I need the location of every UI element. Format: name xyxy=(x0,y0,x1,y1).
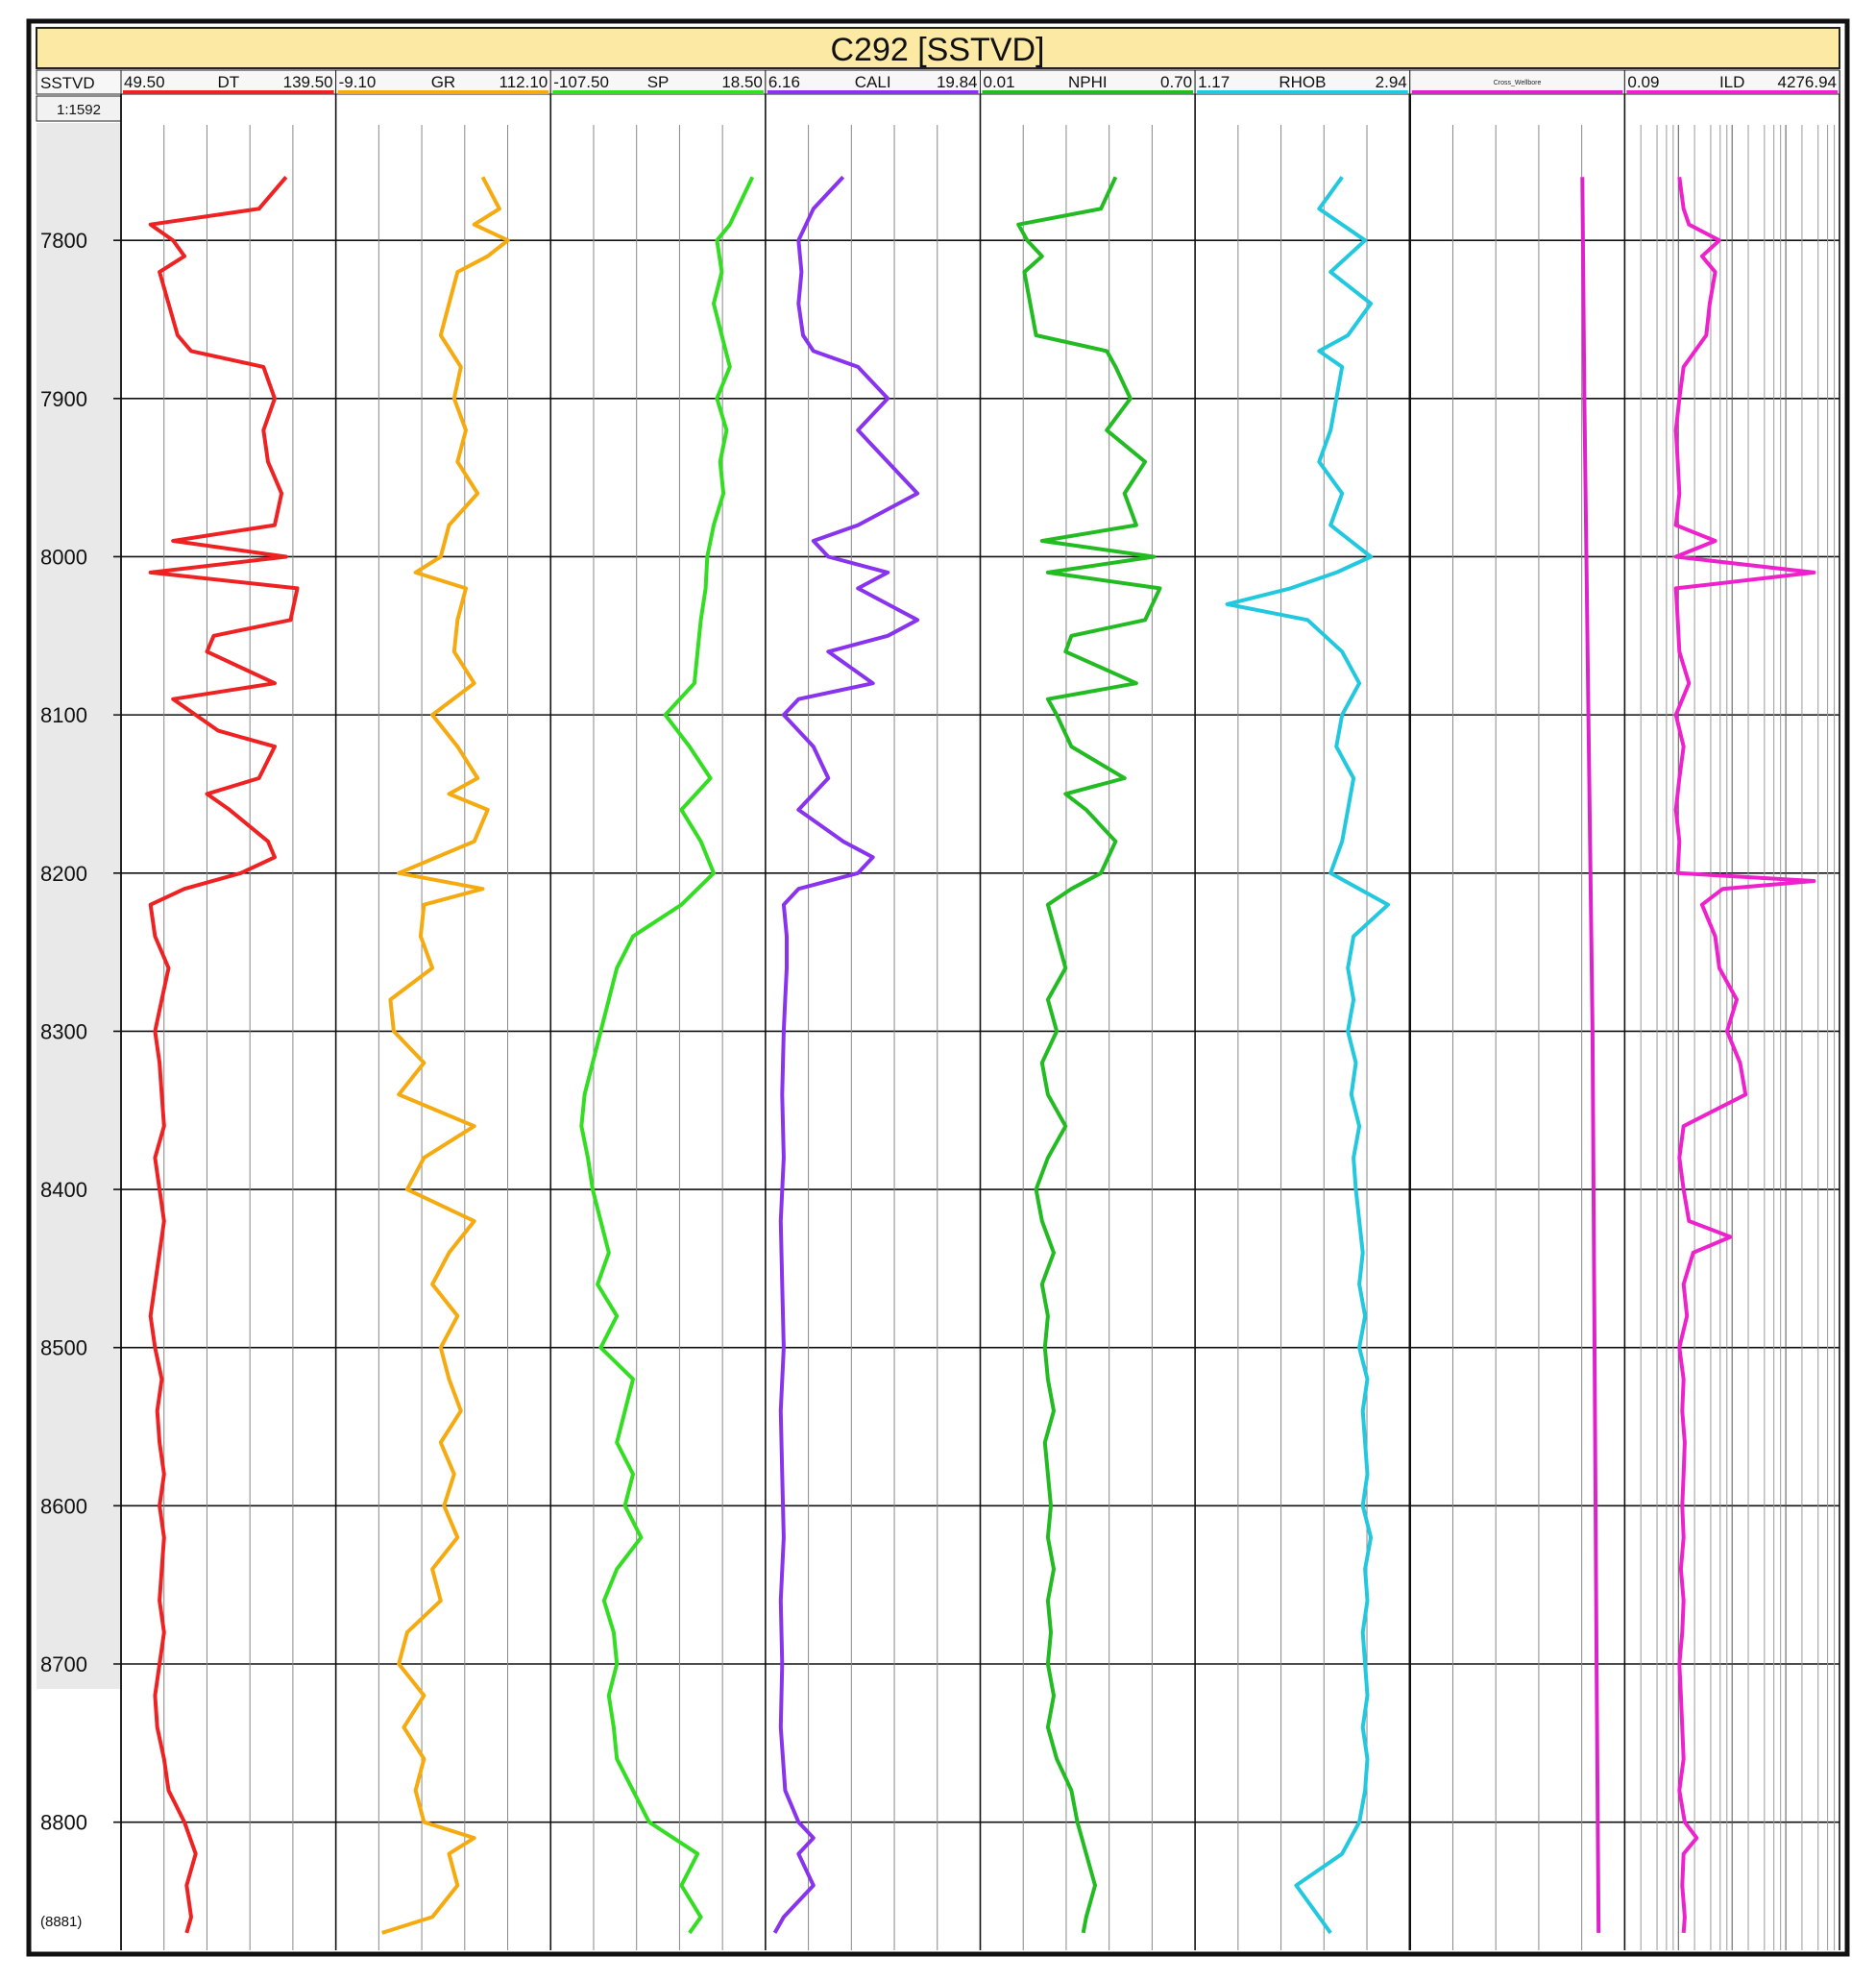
track-max-dt: 139.50 xyxy=(283,73,333,91)
track-min-dt: 49.50 xyxy=(124,73,165,91)
track-name-cross-wellbore: Cross_Wellbore xyxy=(1494,80,1542,86)
track-min-rhob: 1.17 xyxy=(1198,73,1230,91)
depth-track-shading xyxy=(37,123,121,1689)
track-max-cali: 19.84 xyxy=(937,73,978,91)
depth-bottom-label: (8881) xyxy=(40,1914,82,1930)
depth-label-8300: 8300 xyxy=(40,1019,87,1043)
track-min-gr: -9.10 xyxy=(339,73,377,91)
curve-sp xyxy=(579,176,755,1935)
curve-gr xyxy=(381,176,510,1935)
track-max-gr: 112.10 xyxy=(499,73,548,91)
track-header-dt xyxy=(120,69,337,95)
track-header-sp xyxy=(549,69,767,95)
track-min-ild: 0.09 xyxy=(1627,73,1659,91)
track-headers: SSTVD 49.50 DT 139.50 -9.10 GR 112.10 -107.50 SP… xyxy=(36,69,1840,95)
track-name-cali: CALI xyxy=(855,73,891,91)
track-name-gr: GR xyxy=(431,73,456,91)
track-min-sp: -107.50 xyxy=(553,73,609,91)
track-min-cali: 6.16 xyxy=(768,73,800,91)
depth-label-8400: 8400 xyxy=(40,1178,87,1202)
depth-label-7800: 7800 xyxy=(40,229,87,253)
track-name-ild: ILD xyxy=(1719,73,1744,91)
curve-cali xyxy=(772,175,920,1934)
depth-label-7900: 7900 xyxy=(40,387,87,411)
depth-label-8200: 8200 xyxy=(40,862,87,886)
track-min-nphi: 0.01 xyxy=(984,73,1015,91)
curve-cross-wellbore xyxy=(1580,177,1601,1933)
depth-scale-box xyxy=(36,95,122,122)
depth-scale-label: 1:1592 xyxy=(57,102,101,118)
depth-header-label: SSTVD xyxy=(40,74,95,92)
plot-frame xyxy=(26,18,1850,1957)
log-curves xyxy=(148,175,1816,1935)
track-name-dt: DT xyxy=(217,73,239,91)
depth-label-8600: 8600 xyxy=(40,1494,87,1518)
depth-label-8500: 8500 xyxy=(40,1336,87,1360)
chart-title: C292 [SSTVD] xyxy=(831,32,1045,68)
depth-header-box xyxy=(36,69,122,95)
track-max-ild: 4276.94 xyxy=(1778,73,1837,91)
grid-layer xyxy=(113,70,1840,1950)
depth-label-8000: 8000 xyxy=(40,545,87,569)
track-name-nphi: NPHI xyxy=(1068,73,1108,91)
track-name-rhob: RHOB xyxy=(1279,73,1326,91)
track-max-nphi: 0.70 xyxy=(1160,73,1192,91)
track-header-gr xyxy=(335,69,551,95)
track-max-rhob: 2.94 xyxy=(1376,73,1407,91)
depth-label-8700: 8700 xyxy=(40,1652,87,1676)
track-header-cross-wellbore xyxy=(1409,69,1625,95)
depth-labels: 7800 7900 8000 8100 8200 8300 8400 8500 8600 8700… xyxy=(40,229,87,1834)
track-header-nphi xyxy=(980,69,1196,95)
curve-ild xyxy=(1673,177,1816,1934)
curve-dt xyxy=(148,176,300,1934)
title-bar xyxy=(36,27,1840,69)
track-max-sp: 18.50 xyxy=(721,73,763,91)
depth-label-8800: 8800 xyxy=(40,1811,87,1835)
track-name-sp: SP xyxy=(647,73,670,91)
curve-nphi xyxy=(1016,176,1162,1934)
depth-label-8100: 8100 xyxy=(40,703,87,727)
curve-rhob xyxy=(1225,176,1390,1935)
